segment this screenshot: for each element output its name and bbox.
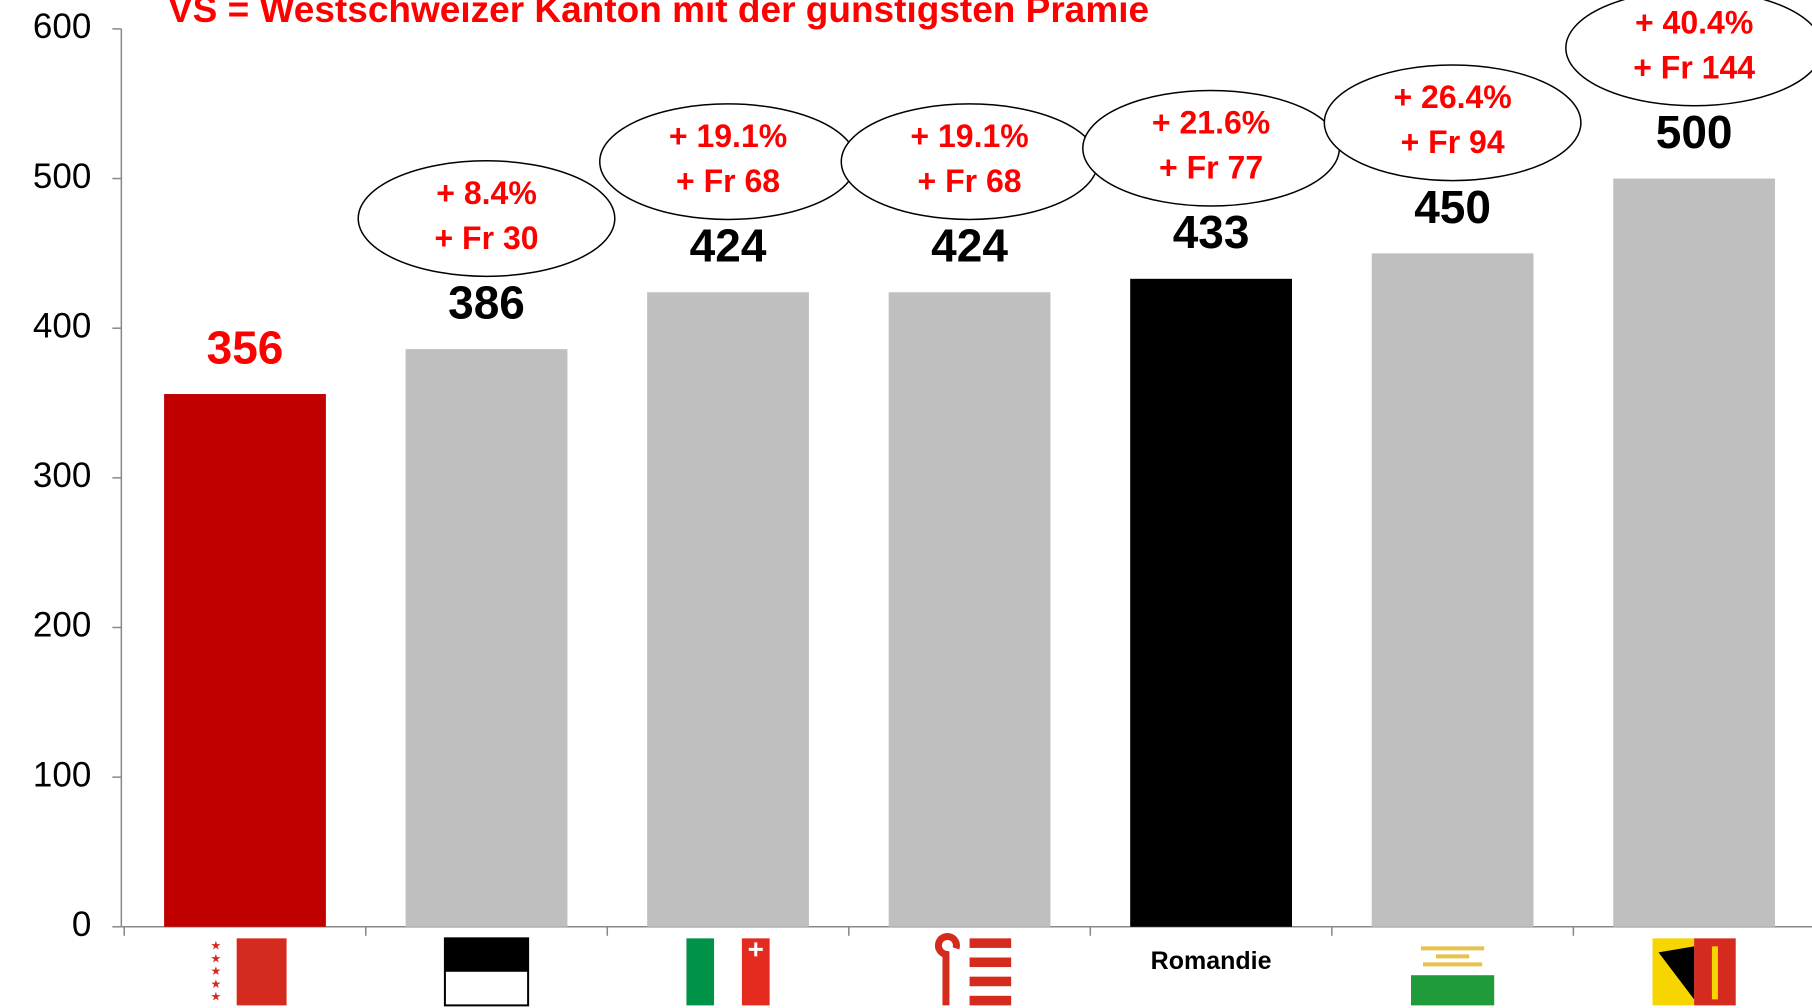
annotation-text: + Fr 144 <box>1633 49 1755 85</box>
annotation-bubble <box>1323 64 1582 182</box>
value-label: 424 <box>690 220 767 272</box>
flag-part <box>969 976 1012 987</box>
annotation-text: + 19.1% <box>669 118 787 154</box>
flag-star: ★ <box>210 990 221 1004</box>
flag-crozier <box>934 933 960 1006</box>
bar <box>164 394 326 927</box>
value-label: 500 <box>1656 106 1733 158</box>
bar <box>405 349 568 927</box>
y-tick-label: 400 <box>33 306 91 345</box>
y-tick-label: 100 <box>33 755 91 794</box>
flag-star: ★ <box>210 977 221 991</box>
flag-part <box>1411 975 1495 1006</box>
flag-part <box>969 995 1012 1006</box>
bar <box>647 292 809 927</box>
flag-text <box>1421 946 1485 967</box>
annotation-text: + Fr 68 <box>676 163 780 199</box>
annotation-text: + 40.4% <box>1635 4 1753 40</box>
annotation-text: + 21.6% <box>1152 105 1270 141</box>
annotation-text: + Fr 94 <box>1401 124 1505 160</box>
flag-star: ★ <box>210 939 221 953</box>
annotation-text: + 19.1% <box>910 118 1028 154</box>
flag-part <box>714 938 742 1006</box>
flag-part <box>244 938 287 1006</box>
flag-cross <box>748 942 763 957</box>
flag-star: ★ <box>210 964 221 978</box>
bar <box>1130 278 1292 927</box>
annotation-text: + Fr 77 <box>1159 150 1263 186</box>
flag-part <box>969 957 1012 968</box>
x-tick-label: Romandie <box>1151 947 1272 975</box>
y-tick-label: 200 <box>33 606 91 645</box>
value-label: 424 <box>931 220 1008 272</box>
annotation-bubble <box>357 160 616 278</box>
y-tick-label: 600 <box>33 7 91 46</box>
flag-part <box>236 938 245 1006</box>
flag-star: ★ <box>210 951 221 965</box>
flag-border <box>443 937 530 1007</box>
flag-part <box>444 971 529 1006</box>
value-label: 386 <box>448 277 525 329</box>
chart-title: VS = Westschweizer Kanton mit der günsti… <box>168 0 1149 30</box>
annotation-text: + 26.4% <box>1393 79 1511 115</box>
value-label: 450 <box>1414 181 1491 233</box>
bar <box>1613 178 1776 927</box>
annotation-bubble <box>1565 0 1812 107</box>
annotation-text: + Fr 68 <box>918 163 1022 199</box>
y-tick-label: 500 <box>33 157 91 196</box>
value-label: 433 <box>1173 206 1250 258</box>
y-tick-label: 0 <box>72 905 91 944</box>
annotation-text: + 8.4% <box>436 175 537 211</box>
value-label: 356 <box>207 321 284 373</box>
bar <box>1371 253 1534 927</box>
y-tick-label: 300 <box>33 456 91 495</box>
flag-part <box>969 938 1012 948</box>
flag-eagle <box>1658 946 1695 1000</box>
annotation-text: + Fr 30 <box>434 220 538 256</box>
bar <box>888 292 1051 927</box>
flag-part <box>686 938 715 1006</box>
flag-part <box>444 938 529 972</box>
